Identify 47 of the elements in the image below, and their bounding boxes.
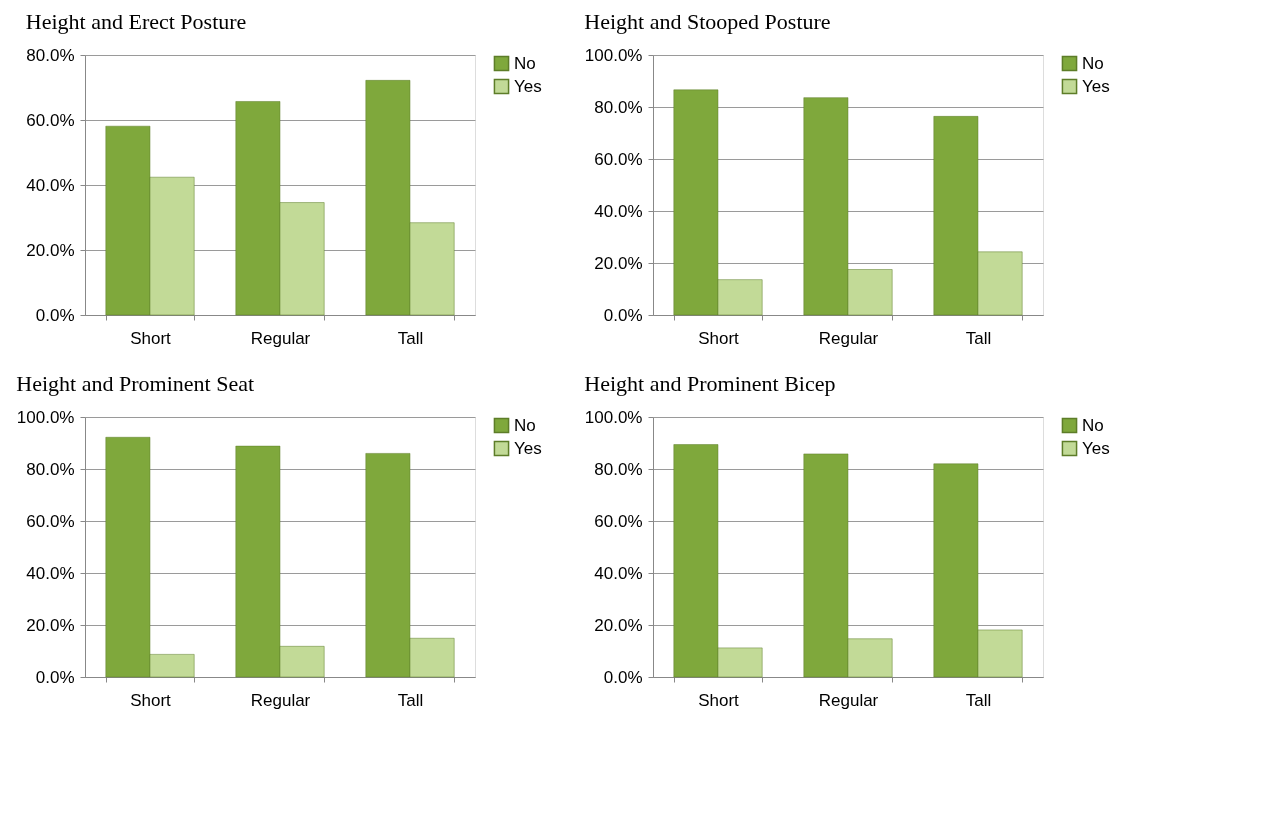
y-tick-label: 100.0% [584,45,643,65]
legend-label: Yes [1082,438,1110,458]
y-tick-label: 40.0% [594,563,643,583]
x-tick-label: Short [698,690,740,710]
y-tick-label: 60.0% [26,511,75,531]
x-tick-label: Regular [250,328,311,348]
y-tick-label: 40.0% [594,201,643,221]
y-tick-label: 80.0% [594,97,643,117]
y-tick-label: 20.0% [594,253,643,273]
y-tick-label: 40.0% [26,563,75,583]
legend-label: No [1082,415,1104,435]
x-tick-label: Regular [818,328,879,348]
y-tick-label: 20.0% [26,615,75,635]
chart-title: Height and Stooped Posture [584,9,831,34]
legend-label: No [514,53,536,73]
y-tick-label: 100.0% [584,407,643,427]
y-tick-label: 20.0% [594,615,643,635]
x-tick-label: Regular [818,690,879,710]
y-tick-label: 80.0% [594,459,643,479]
x-tick-label: Short [130,328,172,348]
legend-label: Yes [514,76,542,96]
x-tick-label: Tall [965,328,992,348]
y-tick-label: 0.0% [35,305,75,325]
y-tick-label: 80.0% [26,459,75,479]
x-tick-label: Tall [397,690,424,710]
legend-label: No [514,415,536,435]
x-tick-label: Short [698,328,740,348]
chart-title: Height and Prominent Seat [16,371,255,396]
y-tick-label: 0.0% [603,667,643,687]
y-tick-label: 60.0% [26,110,75,130]
x-tick-label: Regular [250,690,311,710]
x-tick-label: Tall [397,328,424,348]
legend-label: No [1082,53,1104,73]
y-tick-label: 100.0% [16,407,75,427]
y-tick-label: 0.0% [35,667,75,687]
y-tick-label: 80.0% [26,45,75,65]
chart-title: Height and Erect Posture [25,9,247,34]
y-tick-label: 60.0% [594,149,643,169]
y-tick-label: 20.0% [26,240,75,260]
legend-label: Yes [1082,76,1110,96]
y-tick-label: 40.0% [26,175,75,195]
legend-label: Yes [514,438,542,458]
chart-title: Height and Prominent Bicep [584,371,836,396]
y-tick-label: 60.0% [594,511,643,531]
y-tick-label: 0.0% [603,305,643,325]
x-tick-label: Short [130,690,172,710]
x-tick-label: Tall [965,690,992,710]
